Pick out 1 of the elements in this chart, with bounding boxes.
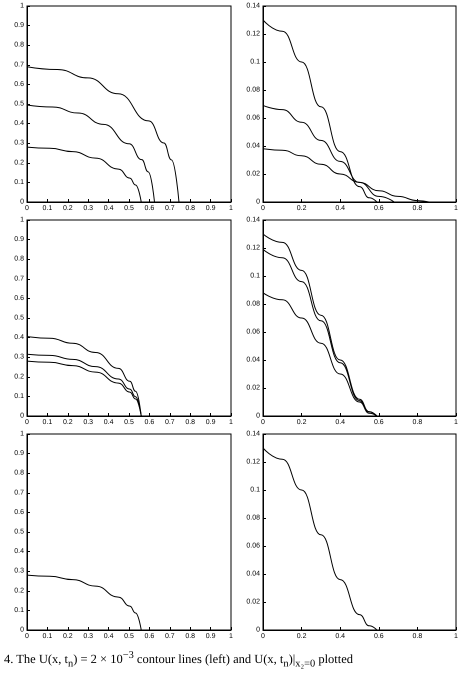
text: 4. The U(x, t$_{n}$) = 2 × 10$^{−3}$ contour lines (left) and U(x, t$_{n}$)|$_{x₂=0}$ plotted [4, 650, 354, 670]
